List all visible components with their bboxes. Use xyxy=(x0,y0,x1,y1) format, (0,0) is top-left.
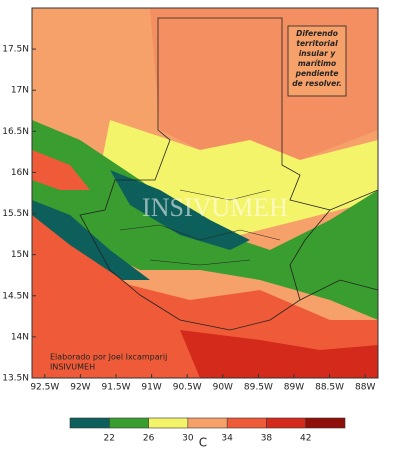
colorbar-tick-label: 34 xyxy=(221,434,233,444)
y-tick-label: 17.5N xyxy=(2,45,29,55)
annotation-box xyxy=(287,25,347,97)
annotation-line: marítimo xyxy=(298,59,336,68)
y-tick-label: 15.5N xyxy=(2,209,29,219)
x-tick-label: 91W xyxy=(141,383,161,393)
colorbar-tick-label: 38 xyxy=(261,434,273,444)
annotation-line: insular y xyxy=(299,49,337,58)
colorbar-segment xyxy=(266,418,306,428)
department-border xyxy=(119,189,281,266)
x-tick-label: 89.5W xyxy=(244,383,273,393)
colorbar-segment xyxy=(109,418,149,428)
colorbar-tick-label: 42 xyxy=(300,434,311,444)
x-tick-label: 88W xyxy=(355,383,375,393)
colorbar-segment xyxy=(70,418,110,428)
annotation-line: Diferendo xyxy=(296,29,338,38)
colorbar-tick-label: 30 xyxy=(182,434,194,444)
field-mexico xyxy=(32,150,90,190)
credit: Elaborado por Joel Ixcamparij xyxy=(50,353,167,362)
y-tick-label: 14N xyxy=(11,332,29,342)
x-tick-label: 90W xyxy=(213,383,233,393)
colorbar-frame xyxy=(69,417,346,429)
field-teal xyxy=(32,200,150,280)
watermark: INSIVUMEH xyxy=(142,193,288,222)
annotation-line: de resolver. xyxy=(292,79,342,88)
y-tick-label: 17N xyxy=(11,86,29,96)
annotation-line: territorial xyxy=(296,39,338,48)
y-tick-label: 15N xyxy=(11,250,29,260)
colorbar-segment xyxy=(305,418,345,428)
x-tick-label: 92.5W xyxy=(30,383,59,393)
field-teal xyxy=(110,170,250,250)
field-coast xyxy=(180,330,378,378)
colorbar-tick-label: 26 xyxy=(143,434,155,444)
x-tick-label: 92W xyxy=(70,383,90,393)
y-tick-label: 14.5N xyxy=(2,291,29,301)
x-tick-label: 89W xyxy=(284,383,304,393)
colorbar-unit: C xyxy=(199,436,207,450)
annotation-line: pendiente xyxy=(295,69,339,78)
colorbar-tick-label: 22 xyxy=(104,434,115,444)
colorbar-segment xyxy=(187,418,228,428)
x-tick-label: 91.5W xyxy=(102,383,131,393)
x-tick-label: 88.5W xyxy=(315,383,344,393)
credit: INSIVUMEH xyxy=(50,363,95,372)
country-border xyxy=(79,17,331,331)
y-tick-label: 16N xyxy=(11,168,29,178)
borders xyxy=(79,17,378,331)
y-tick-label: 16.5N xyxy=(2,127,29,137)
map-frame xyxy=(31,7,379,379)
field-south xyxy=(32,215,378,378)
colorbar-segment xyxy=(148,418,188,428)
x-tick-label: 90.5W xyxy=(173,383,202,393)
country-border xyxy=(299,189,378,301)
colorbar-segment xyxy=(227,418,267,428)
y-tick-label: 13.5N xyxy=(2,374,29,384)
